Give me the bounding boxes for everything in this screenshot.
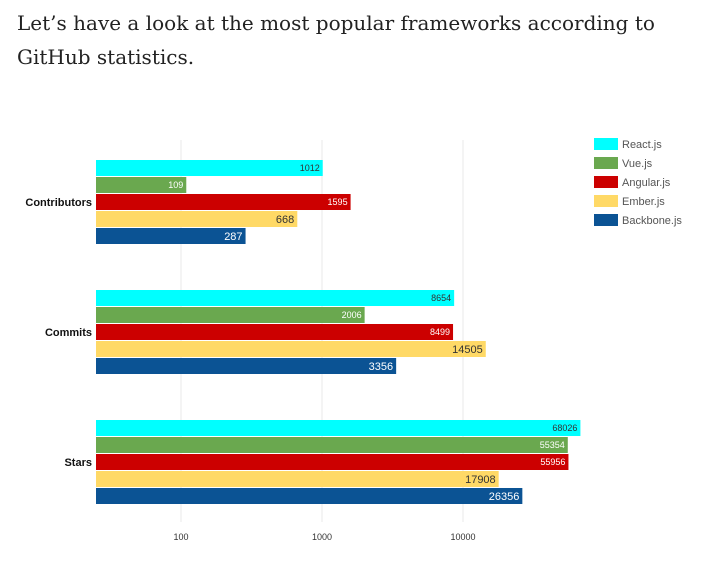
data-label: 3356: [369, 361, 393, 373]
legend-swatch: [594, 138, 618, 150]
bar: [96, 437, 568, 453]
data-label: 2006: [342, 310, 362, 320]
legend-swatch: [594, 214, 618, 226]
bar: [96, 454, 569, 470]
x-tick-label: 100: [173, 532, 188, 542]
legend-swatch: [594, 157, 618, 169]
data-label: 55354: [540, 440, 565, 450]
bar: [96, 420, 581, 436]
legend-label: Vue.js: [622, 158, 653, 170]
category-label: Contributors: [25, 197, 92, 209]
bar: [96, 211, 298, 227]
data-label: 109: [168, 180, 183, 190]
legend-swatch: [594, 176, 618, 188]
data-label: 17908: [465, 474, 496, 486]
legend-swatch: [594, 195, 618, 207]
legend-label: Angular.js: [622, 177, 671, 189]
x-tick-label: 1000: [312, 532, 332, 542]
data-label: 1595: [328, 197, 348, 207]
data-label: 68026: [552, 423, 577, 433]
bar: [96, 160, 323, 176]
bar: [96, 290, 455, 306]
legend-label: React.js: [622, 139, 662, 151]
data-label: 26356: [489, 491, 520, 503]
data-label: 1012: [300, 163, 320, 173]
bar: [96, 341, 486, 357]
bar: [96, 488, 523, 504]
data-label: 668: [276, 214, 294, 226]
category-label: Commits: [45, 327, 92, 339]
bar: [96, 358, 397, 374]
data-label: 8654: [431, 293, 451, 303]
legend-label: Backbone.js: [622, 215, 682, 227]
bar: [96, 471, 499, 487]
bar: [96, 307, 365, 323]
data-label: 287: [224, 231, 242, 243]
intro-paragraph: Let’s have a look at the most popular fr…: [17, 11, 655, 69]
legend-label: Ember.js: [622, 196, 665, 208]
bar: [96, 177, 187, 193]
data-label: 55956: [540, 457, 565, 467]
data-label: 8499: [430, 327, 450, 337]
bar: [96, 324, 454, 340]
bar: [96, 228, 246, 244]
x-tick-label: 10000: [450, 532, 475, 542]
data-label: 14505: [452, 344, 483, 356]
bar: [96, 194, 351, 210]
category-label: Stars: [64, 457, 92, 469]
